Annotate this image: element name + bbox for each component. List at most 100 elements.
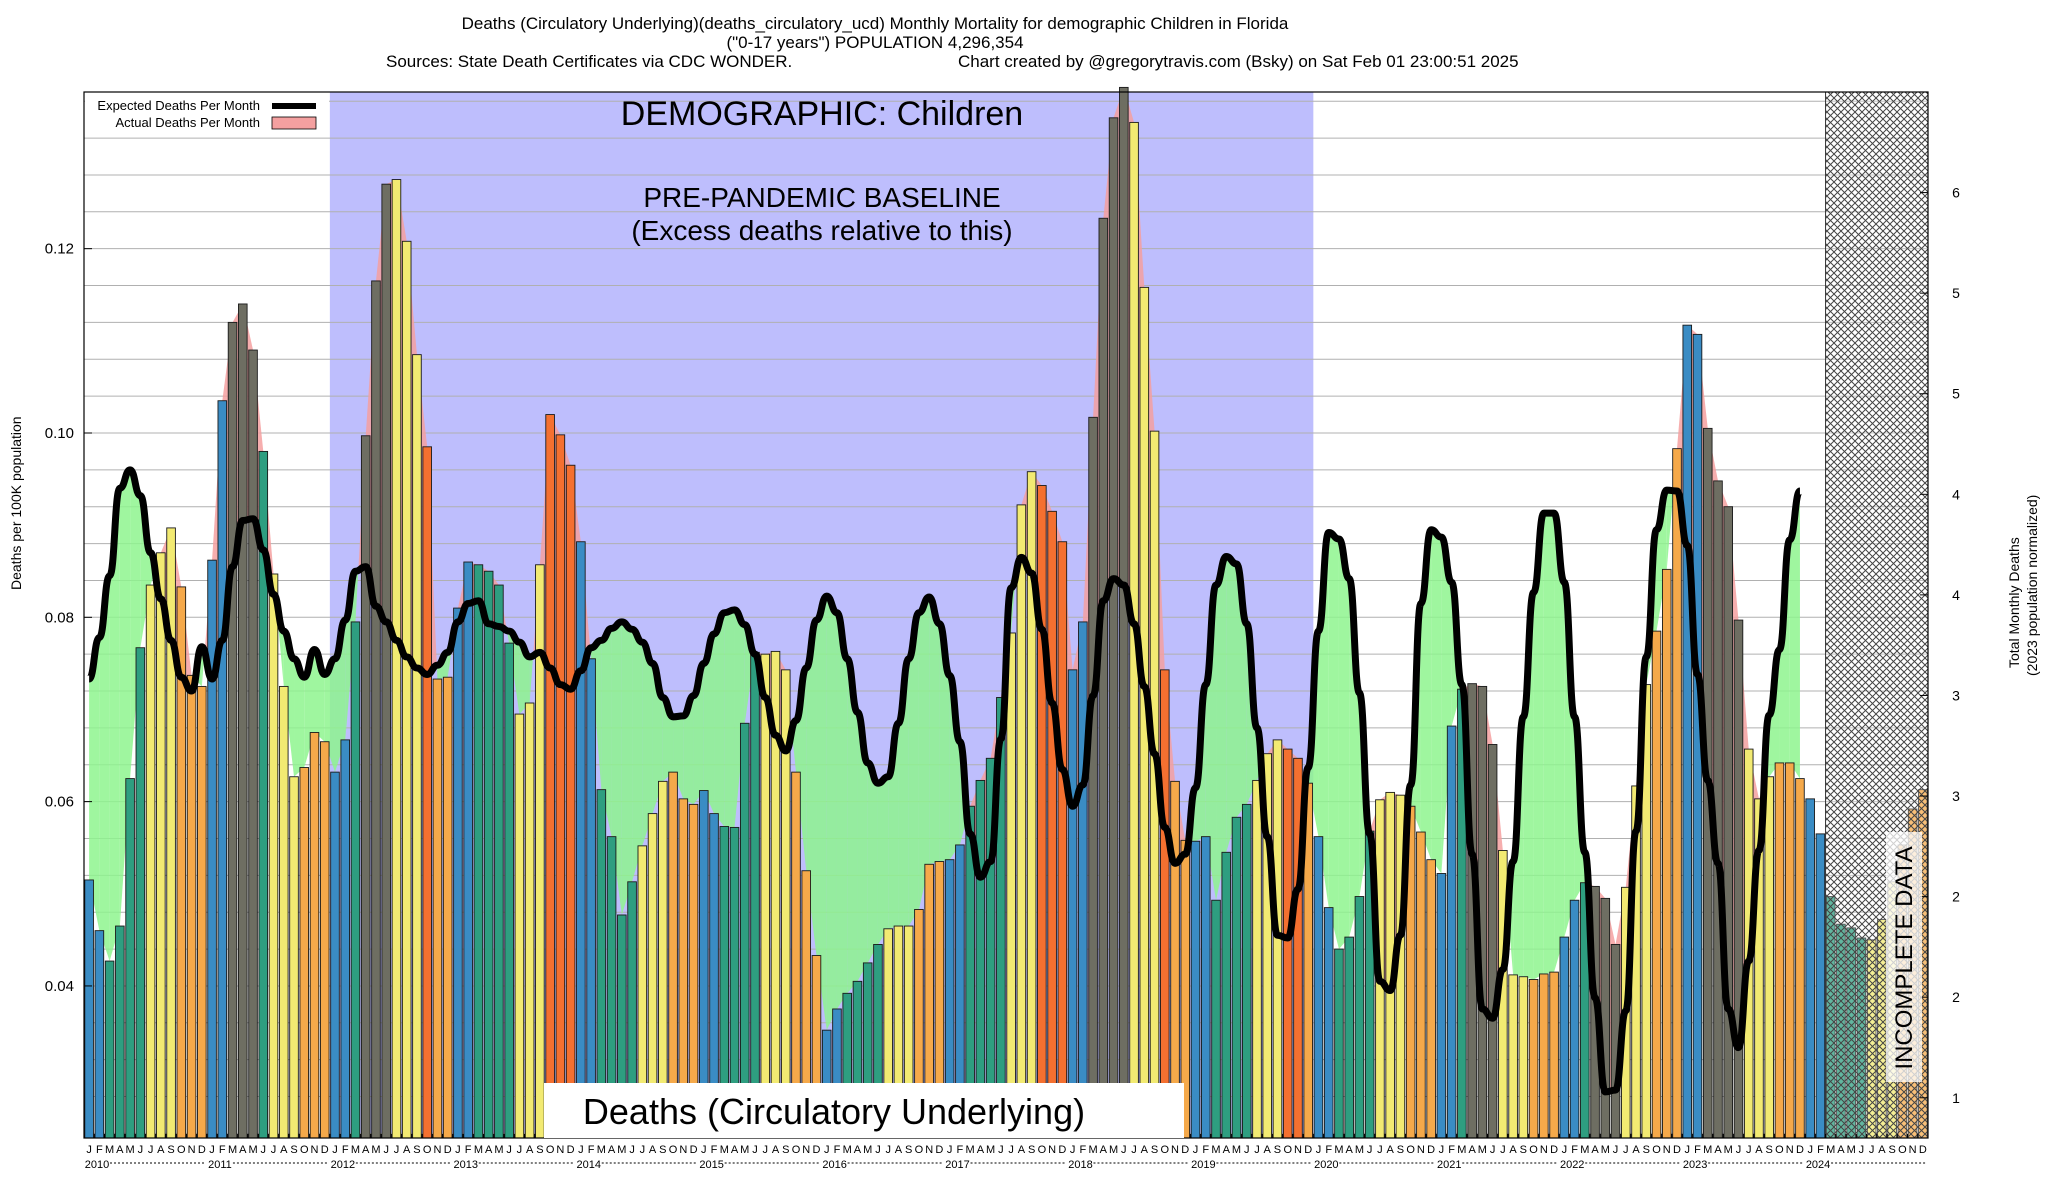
- excess-area: [1625, 785, 1637, 1011]
- deficit-area: [1256, 727, 1261, 781]
- x-month-label: N: [1909, 1144, 1917, 1156]
- deficit-area: [1789, 491, 1800, 779]
- bar: [1119, 86, 1129, 1139]
- x-month-label: N: [1171, 1144, 1179, 1156]
- y-tick-label: 0.08: [45, 609, 74, 626]
- bar: [238, 303, 248, 1139]
- bar: [545, 414, 555, 1139]
- bar: [1477, 685, 1488, 1139]
- excess-area: [365, 280, 376, 607]
- x-month-label: J: [1367, 1144, 1373, 1156]
- excess-area: [1287, 749, 1298, 939]
- deficit-area: [836, 612, 848, 1009]
- excess-area: [171, 527, 182, 678]
- bar: [1200, 836, 1211, 1139]
- x-month-label: D: [813, 1144, 821, 1156]
- x-month-label: M: [105, 1144, 114, 1156]
- bar: [1692, 333, 1703, 1139]
- deficit-area: [1226, 556, 1237, 853]
- x-month-label: J: [824, 1144, 830, 1156]
- excess-area: [1462, 683, 1473, 855]
- y2-axis-title-line1: Total Monthly Deaths: [2006, 537, 2022, 668]
- bar: [1262, 753, 1273, 1139]
- plot-background: [84, 92, 1928, 1138]
- deficit-area: [1349, 578, 1360, 938]
- incomplete-data-annotation: INCOMPLETE DATA: [1891, 846, 1918, 1069]
- x-month-label: N: [1048, 1144, 1056, 1156]
- bar: [1395, 794, 1406, 1139]
- deficit-area: [1246, 623, 1257, 805]
- x-month-label: A: [1100, 1144, 1108, 1156]
- legend-label: Expected Deaths Per Month: [97, 98, 260, 113]
- y2-tick-label: 6: [1952, 185, 1960, 201]
- x-month-label: J: [1613, 1144, 1619, 1156]
- x-month-label: A: [280, 1144, 288, 1156]
- x-month-label: A: [1141, 1144, 1149, 1156]
- x-month-label: M: [1211, 1144, 1220, 1156]
- x-month-label: A: [854, 1144, 862, 1156]
- bar: [1610, 944, 1621, 1139]
- x-month-label: F: [1079, 1144, 1086, 1156]
- deficit-area: [1005, 587, 1012, 667]
- deficit-area: [1011, 573, 1016, 633]
- bar: [1170, 780, 1180, 1139]
- deficit-area: [939, 623, 950, 862]
- deficit-area: [1451, 582, 1462, 727]
- x-month-label: S: [1888, 1144, 1895, 1156]
- baseline-annotation-line1: PRE-PANDEMIC BASELINE: [643, 182, 1000, 213]
- excess-area: [570, 465, 581, 690]
- excess-area: [181, 586, 192, 692]
- x-month-label: M: [966, 1144, 975, 1156]
- bar: [1426, 859, 1436, 1139]
- x-year-label: 2012: [331, 1159, 355, 1171]
- bar: [1590, 885, 1600, 1139]
- excess-area: [1154, 431, 1165, 828]
- deficit-area: [1763, 714, 1770, 789]
- bar: [412, 354, 422, 1139]
- deficit-area: [1236, 563, 1247, 818]
- x-month-label: S: [1520, 1144, 1527, 1156]
- x-month-label: J: [517, 1144, 523, 1156]
- excess-area: [454, 608, 458, 633]
- chart-sources: Sources: State Death Certificates via CD…: [386, 52, 793, 71]
- bar: [1467, 683, 1477, 1139]
- x-month-label: S: [1397, 1144, 1404, 1156]
- excess-area: [580, 541, 591, 671]
- x-month-label: D: [1796, 1144, 1804, 1156]
- x-month-label: M: [597, 1144, 606, 1156]
- excess-area: [1041, 485, 1053, 704]
- x-month-label: O: [1038, 1144, 1047, 1156]
- x-month-label: A: [649, 1144, 657, 1156]
- deficit-area: [355, 569, 359, 622]
- x-month-label: D: [1427, 1144, 1435, 1156]
- x-month-label: A: [1714, 1144, 1722, 1156]
- x-month-label: A: [1509, 1144, 1517, 1156]
- x-month-label: O: [1652, 1144, 1661, 1156]
- bar: [330, 771, 340, 1139]
- x-month-label: O: [177, 1144, 186, 1156]
- deficit-area: [642, 642, 653, 846]
- deficit-area: [119, 469, 131, 927]
- bar: [1149, 430, 1160, 1139]
- x-month-label: N: [679, 1144, 687, 1156]
- x-month-label: J: [209, 1144, 215, 1156]
- deficit-area: [929, 597, 940, 865]
- x-month-label: J: [752, 1144, 758, 1156]
- x-month-label: A: [1632, 1144, 1640, 1156]
- bar: [975, 779, 986, 1139]
- deficit-area: [334, 620, 346, 773]
- x-year-label: 2020: [1314, 1159, 1338, 1171]
- bar: [463, 561, 473, 1139]
- excess-area: [1267, 739, 1278, 936]
- x-month-label: J: [763, 1144, 769, 1156]
- x-month-label: J: [1859, 1144, 1865, 1156]
- x-month-label: S: [1274, 1144, 1281, 1156]
- excess-area: [785, 669, 793, 751]
- x-month-label: J: [1685, 1144, 1691, 1156]
- bar: [268, 573, 279, 1139]
- x-month-label: J: [1316, 1144, 1322, 1156]
- excess-area: [1687, 325, 1698, 675]
- deficit-area: [345, 571, 356, 740]
- bar: [1457, 688, 1467, 1139]
- y2-tick-label: 4: [1952, 486, 1960, 502]
